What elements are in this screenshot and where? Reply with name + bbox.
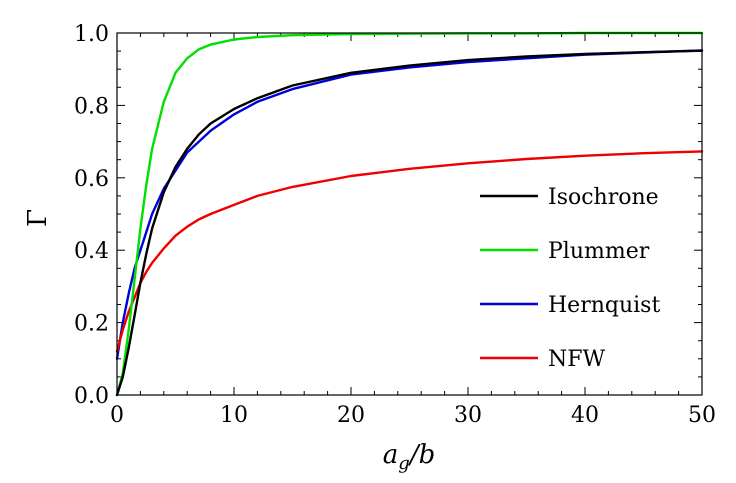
x-tick-label: 50 bbox=[688, 403, 716, 428]
curves-layer bbox=[115, 31, 704, 397]
y-tick-label: 1.0 bbox=[74, 22, 109, 47]
y-tick-label: 0.2 bbox=[74, 312, 109, 337]
y-tick-label: 0.4 bbox=[74, 239, 109, 264]
legend-label-isochrone: Isochrone bbox=[548, 185, 659, 210]
legend-label-plummer: Plummer bbox=[548, 239, 650, 264]
x-axis-label: ag/b bbox=[383, 440, 435, 474]
x-tick-label: 0 bbox=[110, 403, 124, 428]
y-tick-label: 0.6 bbox=[74, 167, 109, 192]
series-line-plummer bbox=[115, 31, 704, 397]
x-axis-label-tail: /b bbox=[407, 440, 435, 470]
y-axis-label: Γ bbox=[23, 209, 53, 227]
y-tick-label: 0.8 bbox=[74, 94, 109, 119]
series-line-nfw bbox=[115, 150, 704, 353]
x-tick-label: 20 bbox=[337, 403, 365, 428]
plot-frame bbox=[116, 32, 703, 396]
x-axis-label-subscript: g bbox=[398, 453, 410, 474]
legend-label-nfw: NFW bbox=[548, 347, 606, 372]
x-tick-label: 10 bbox=[220, 403, 248, 428]
legend-label-hernquist: Hernquist bbox=[548, 293, 660, 318]
x-tick-label: 30 bbox=[454, 403, 482, 428]
y-tick-label: 0.0 bbox=[74, 384, 109, 409]
legend: Isochrone Plummer Hernquist NFW bbox=[480, 185, 660, 372]
x-tick-label: 40 bbox=[571, 403, 599, 428]
x-axis-label-main: a bbox=[383, 440, 399, 470]
ticks-layer: 0 10 20 30 40 50 0.0 0.2 0.4 0.6 0.8 1.0 bbox=[74, 22, 716, 428]
series-line-isochrone bbox=[115, 49, 704, 397]
